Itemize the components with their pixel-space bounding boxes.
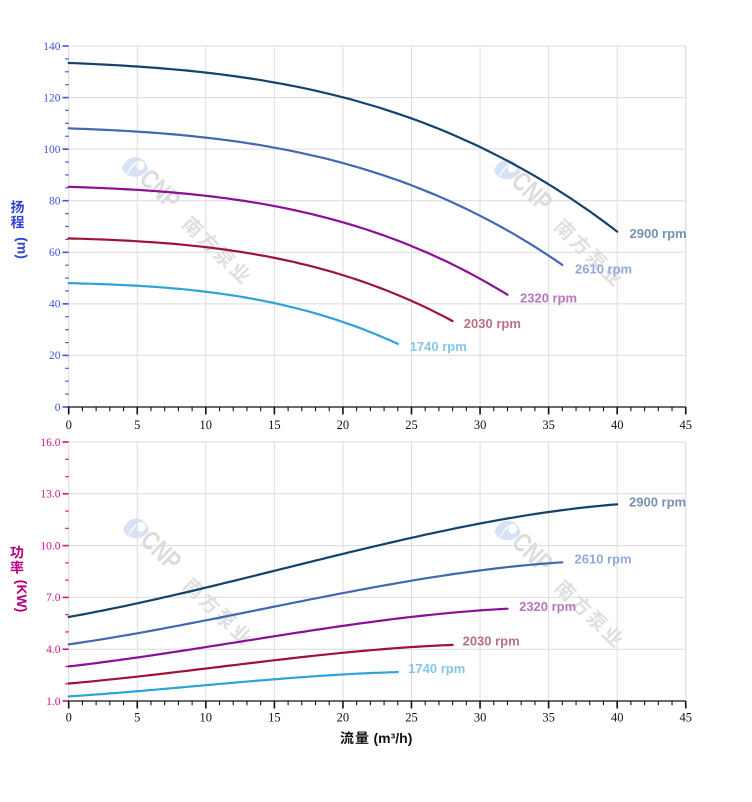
svg-text:35: 35 bbox=[542, 418, 555, 432]
svg-text:45: 45 bbox=[679, 710, 692, 724]
svg-text:100: 100 bbox=[43, 144, 61, 156]
svg-text:1.0: 1.0 bbox=[46, 696, 61, 708]
svg-text:120: 120 bbox=[43, 92, 61, 104]
svg-text:2900 rpm: 2900 rpm bbox=[630, 226, 687, 241]
svg-text:10.0: 10.0 bbox=[40, 540, 60, 552]
svg-text:10: 10 bbox=[200, 710, 213, 724]
svg-text:45: 45 bbox=[679, 418, 692, 432]
svg-text:5: 5 bbox=[134, 418, 140, 432]
svg-text:2610 rpm: 2610 rpm bbox=[575, 261, 632, 276]
svg-text:(m): (m) bbox=[15, 237, 31, 259]
svg-text:0: 0 bbox=[55, 402, 61, 414]
svg-text:13.0: 13.0 bbox=[40, 489, 60, 501]
svg-text:140: 140 bbox=[43, 41, 61, 53]
svg-text:40: 40 bbox=[611, 710, 624, 724]
svg-text:5: 5 bbox=[134, 710, 140, 724]
svg-text:30: 30 bbox=[474, 710, 487, 724]
svg-text:2610 rpm: 2610 rpm bbox=[575, 551, 632, 566]
svg-text:80: 80 bbox=[49, 196, 61, 208]
svg-text:(m³/h): (m³/h) bbox=[374, 730, 413, 746]
svg-text:7.0: 7.0 bbox=[46, 592, 61, 604]
svg-text:10: 10 bbox=[200, 418, 213, 432]
svg-text:15: 15 bbox=[268, 418, 281, 432]
svg-text:(KW): (KW) bbox=[14, 580, 30, 613]
svg-text:2320 rpm: 2320 rpm bbox=[519, 599, 576, 614]
svg-text:2320 rpm: 2320 rpm bbox=[520, 291, 577, 306]
svg-text:0: 0 bbox=[66, 418, 72, 432]
svg-text:2900 rpm: 2900 rpm bbox=[629, 494, 686, 509]
svg-text:30: 30 bbox=[474, 418, 487, 432]
svg-text:16.0: 16.0 bbox=[40, 437, 60, 449]
svg-text:4.0: 4.0 bbox=[46, 644, 61, 656]
svg-text:2030 rpm: 2030 rpm bbox=[463, 634, 520, 649]
svg-text:1740 rpm: 1740 rpm bbox=[408, 661, 465, 676]
svg-text:40: 40 bbox=[49, 299, 61, 311]
svg-text:40: 40 bbox=[611, 418, 624, 432]
svg-text:15: 15 bbox=[268, 710, 281, 724]
svg-text:20: 20 bbox=[337, 418, 350, 432]
svg-text:20: 20 bbox=[49, 350, 61, 362]
svg-text:25: 25 bbox=[405, 710, 418, 724]
svg-text:1740 rpm: 1740 rpm bbox=[410, 339, 467, 354]
svg-text:2030 rpm: 2030 rpm bbox=[464, 316, 521, 331]
svg-text:35: 35 bbox=[542, 710, 555, 724]
svg-text:0: 0 bbox=[66, 710, 72, 724]
svg-text:60: 60 bbox=[49, 247, 61, 259]
svg-text:25: 25 bbox=[405, 418, 418, 432]
svg-text:20: 20 bbox=[337, 710, 350, 724]
